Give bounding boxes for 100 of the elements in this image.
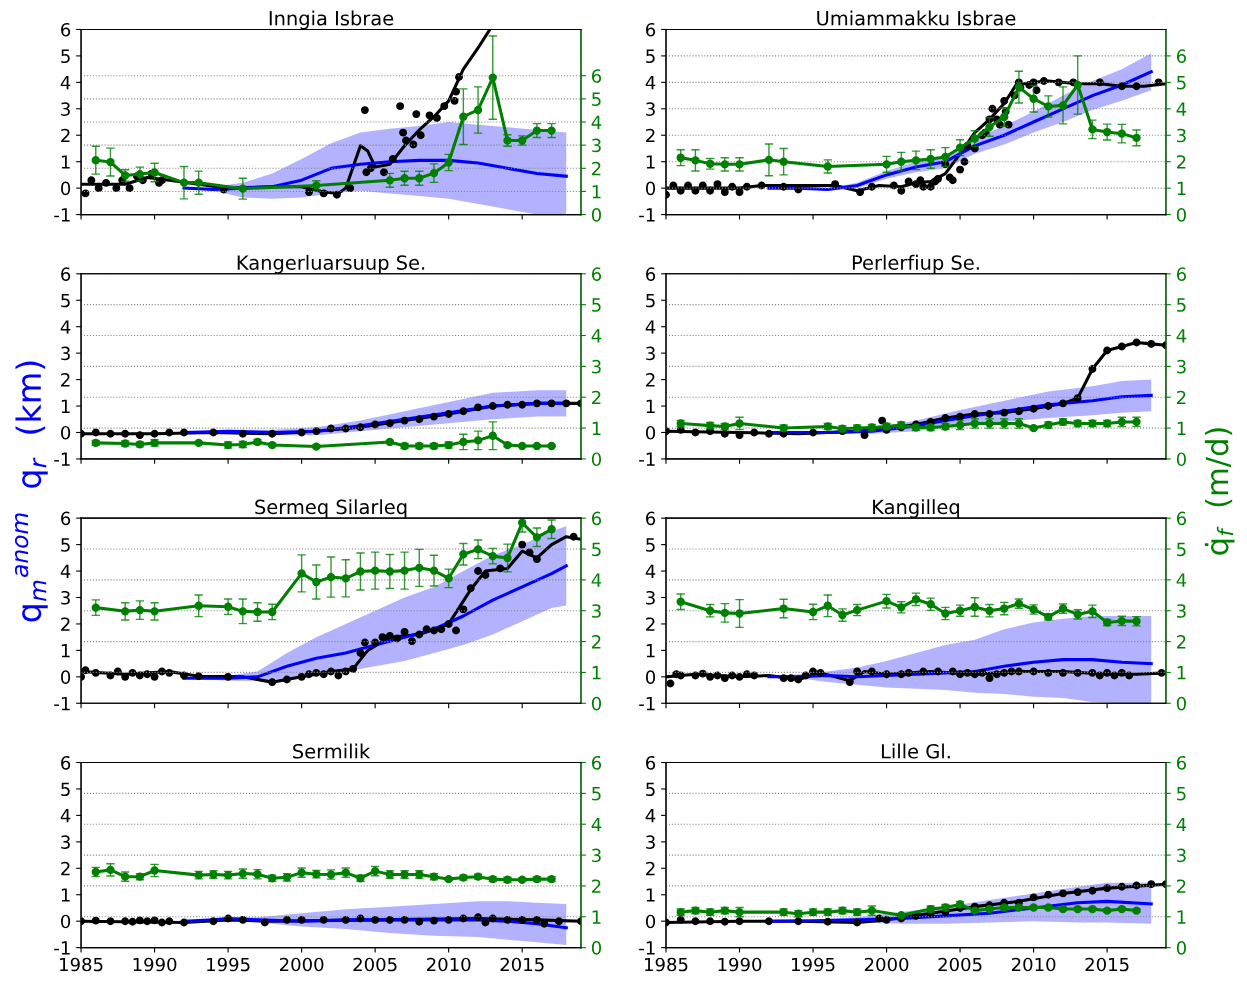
x-tick-label: 2005 <box>938 957 982 972</box>
y2-tick-label: 3 <box>592 138 601 153</box>
y2-tick-label: 0 <box>591 696 602 711</box>
y-tick-label: 0 <box>61 425 71 440</box>
y-tick-label: 5 <box>646 538 655 552</box>
y-tick-label: 0 <box>645 181 656 196</box>
y-tick-label: 6 <box>61 22 71 37</box>
x-tick-label: 1985 <box>645 957 688 972</box>
y-tick-label: 6 <box>646 755 656 770</box>
y-tick-label: 2 <box>61 373 70 387</box>
x-tick-label: 2010 <box>427 957 471 972</box>
y-tick-label: 6 <box>646 267 656 281</box>
y-tick-label: 4 <box>645 320 656 334</box>
x-tick-label: 2015 <box>500 957 544 972</box>
y-tick-label: 0 <box>645 670 656 684</box>
y-tick-label: 4 <box>645 76 656 90</box>
y2-tick-label: 0 <box>1176 696 1186 711</box>
y-tick-label: 5 <box>646 293 655 308</box>
x-tick-label: 2015 <box>1085 957 1129 972</box>
y2-tick-label: 2 <box>592 879 601 893</box>
y2-tick-label: 6 <box>591 69 602 83</box>
y-tick-label: 1 <box>646 644 655 658</box>
chart-title: Kangerluarsuup Se. <box>237 254 425 274</box>
y2-tick-label: 2 <box>592 635 601 649</box>
y2-axis-title: q̇$_{f}$ (m/d) <box>1204 428 1235 555</box>
y-tick-label: -1 <box>639 941 655 955</box>
y2-tick-label: 5 <box>592 787 601 801</box>
y2-tick-label: 1 <box>1177 181 1186 195</box>
y-tick-label: 2 <box>646 861 655 876</box>
chart-title: Perlerfiup Se. <box>852 254 979 274</box>
y-tick-label: 5 <box>646 49 655 64</box>
y2-tick-label: 4 <box>1176 329 1187 343</box>
y2-tick-label: 1 <box>1177 666 1186 680</box>
y2-tick-label: 1 <box>1177 910 1186 924</box>
y2-tick-label: 3 <box>1177 359 1186 374</box>
y2-tick-label: 5 <box>1177 542 1186 557</box>
y2-tick-label: 6 <box>1176 49 1187 64</box>
y2-tick-label: 4 <box>591 329 602 343</box>
y-tick-label: 4 <box>645 564 656 578</box>
y-tick-label: -1 <box>639 696 655 711</box>
y2-tick-label: 4 <box>591 115 602 129</box>
y2-tick-label: 3 <box>592 359 601 374</box>
y-tick-label: -1 <box>54 696 70 711</box>
y2-tick-label: 3 <box>1177 848 1186 863</box>
y2-tick-label: 1 <box>1177 421 1186 435</box>
y-tick-label: 3 <box>646 102 655 116</box>
y-tick-label: 0 <box>61 181 71 196</box>
y2-tick-label: 0 <box>591 452 602 467</box>
y2-tick-label: 4 <box>1176 817 1187 832</box>
y-tick-label: 3 <box>61 346 70 361</box>
x-tick-label: 2000 <box>279 957 324 972</box>
y-tick-label: 1 <box>646 399 655 413</box>
y2-tick-label: 0 <box>1176 452 1186 467</box>
y2-tick-label: 3 <box>1177 128 1186 143</box>
y-tick-label: 1 <box>61 644 70 658</box>
y-tick-label: 2 <box>61 617 70 631</box>
y-tick-label: 3 <box>646 835 655 849</box>
y2-tick-label: 5 <box>592 298 601 312</box>
y-tick-label: 6 <box>646 22 656 37</box>
y-tick-label: 3 <box>61 835 70 849</box>
y2-tick-label: 2 <box>1176 390 1186 405</box>
y-tick-label: 3 <box>61 102 70 116</box>
y-tick-label: 2 <box>646 617 655 631</box>
y-tick-label: 5 <box>61 782 70 797</box>
x-tick-label: 2010 <box>1011 957 1056 972</box>
y2-tick-label: 2 <box>1176 155 1186 169</box>
y2-tick-label: 6 <box>591 755 602 770</box>
y-tick-label: 6 <box>61 267 71 281</box>
y-tick-label: 1 <box>61 399 70 413</box>
y-tick-label: -1 <box>639 452 655 466</box>
y2-tick-label: 6 <box>591 267 602 281</box>
y-tick-label: -1 <box>54 941 70 955</box>
y-tick-label: 3 <box>646 346 655 361</box>
y-tick-label: 5 <box>61 538 70 552</box>
y2-tick-label: 1 <box>592 421 601 435</box>
y2-tick-label: 2 <box>1176 879 1186 893</box>
y-tick-label: 1 <box>646 155 655 169</box>
y-tick-label: 5 <box>61 293 70 308</box>
y2-tick-label: 0 <box>591 208 602 222</box>
y2-tick-label: 2 <box>1176 635 1186 649</box>
y2-tick-label: 1 <box>592 185 601 199</box>
y-axis-title: q$_{m}$$^{anom}$ q$_{r}$ (km) <box>14 361 48 622</box>
x-tick-label: 1990 <box>718 957 762 972</box>
y-tick-label: 2 <box>646 373 655 387</box>
y2-tick-label: 3 <box>1177 604 1186 618</box>
y-tick-label: 4 <box>60 76 71 90</box>
y-tick-label: 5 <box>61 49 70 64</box>
y2-tick-label: 3 <box>592 604 601 618</box>
y2-tick-label: 4 <box>1176 573 1187 587</box>
y2-tick-label: 5 <box>1177 76 1186 90</box>
y-tick-label: 6 <box>61 755 71 770</box>
y-tick-label: 6 <box>61 511 71 526</box>
y-tick-label: 4 <box>60 320 71 334</box>
y-tick-label: -1 <box>54 208 70 222</box>
x-tick-label: 1995 <box>207 957 250 972</box>
y2-tick-label: 0 <box>591 941 602 955</box>
y-tick-label: 1 <box>61 155 70 169</box>
y2-tick-label: 5 <box>592 92 601 106</box>
y2-tick-label: 4 <box>1176 102 1187 116</box>
y-tick-label: 2 <box>61 861 70 876</box>
